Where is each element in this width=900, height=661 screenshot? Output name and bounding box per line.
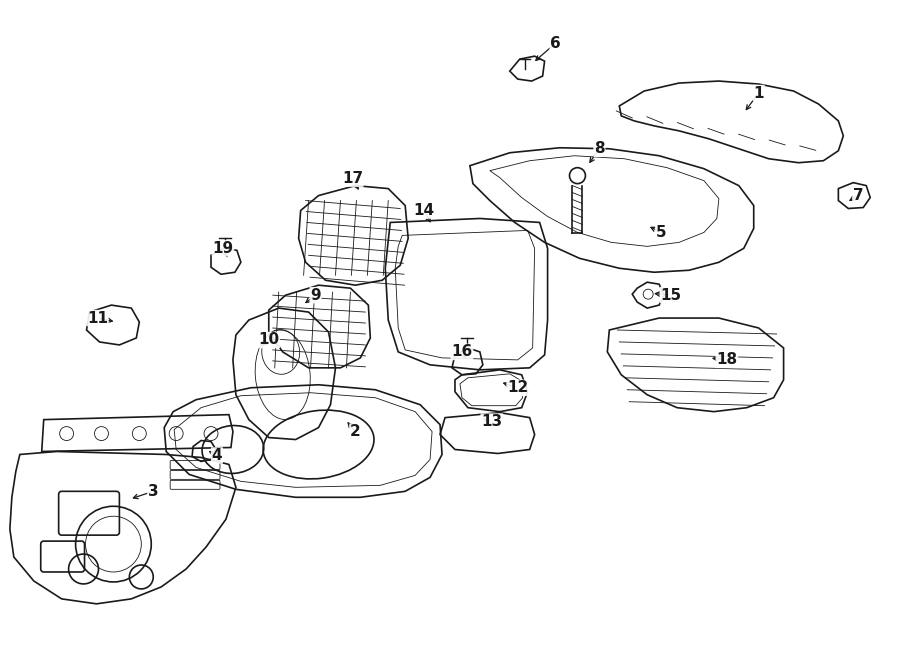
Text: 3: 3: [148, 484, 158, 499]
Text: 8: 8: [594, 141, 605, 156]
Text: 12: 12: [507, 380, 528, 395]
Text: 15: 15: [661, 288, 681, 303]
Text: 19: 19: [212, 241, 233, 256]
Text: 7: 7: [853, 188, 864, 203]
Text: 2: 2: [350, 424, 361, 439]
Text: 6: 6: [550, 36, 561, 51]
Text: 1: 1: [753, 85, 764, 100]
Text: 16: 16: [451, 344, 472, 360]
Text: 18: 18: [716, 352, 737, 368]
Text: 4: 4: [212, 448, 222, 463]
Text: 5: 5: [656, 225, 666, 240]
Text: 17: 17: [342, 171, 363, 186]
Text: 13: 13: [482, 414, 502, 429]
Text: 14: 14: [413, 203, 435, 218]
Text: 11: 11: [87, 311, 108, 326]
Text: 10: 10: [258, 332, 279, 348]
Text: 9: 9: [310, 288, 321, 303]
